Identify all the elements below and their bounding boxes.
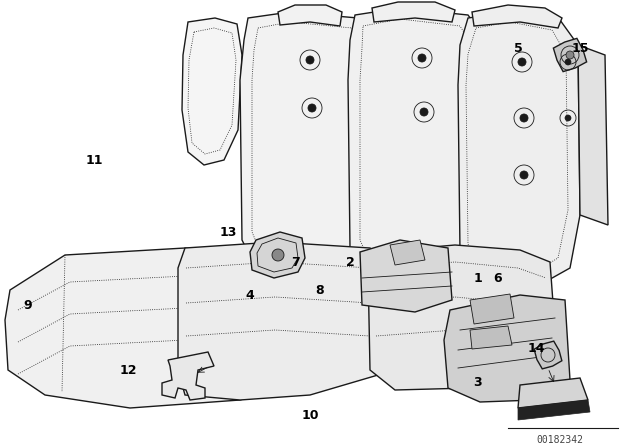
Polygon shape <box>368 245 555 390</box>
Text: 13: 13 <box>220 225 237 238</box>
Text: 15: 15 <box>572 42 589 55</box>
Circle shape <box>565 115 571 121</box>
Polygon shape <box>182 18 242 165</box>
Polygon shape <box>534 341 562 369</box>
Circle shape <box>308 104 316 112</box>
Polygon shape <box>360 240 452 312</box>
Text: 14: 14 <box>527 341 545 354</box>
Polygon shape <box>348 8 488 282</box>
Polygon shape <box>240 12 372 278</box>
Polygon shape <box>278 5 342 26</box>
Text: 12: 12 <box>119 363 137 376</box>
Polygon shape <box>5 248 330 408</box>
Text: 4: 4 <box>246 289 254 302</box>
Polygon shape <box>554 39 587 72</box>
Text: 1: 1 <box>474 271 483 284</box>
Polygon shape <box>162 352 214 400</box>
Text: 8: 8 <box>316 284 324 297</box>
Text: 5: 5 <box>514 42 522 55</box>
Text: 3: 3 <box>474 375 483 388</box>
Polygon shape <box>390 240 425 265</box>
Polygon shape <box>470 326 512 349</box>
Polygon shape <box>518 378 588 408</box>
Circle shape <box>518 58 526 66</box>
Polygon shape <box>444 295 570 402</box>
Polygon shape <box>578 45 608 225</box>
Polygon shape <box>178 242 392 400</box>
Polygon shape <box>472 5 562 28</box>
Text: 11: 11 <box>85 154 103 167</box>
Polygon shape <box>518 400 590 420</box>
Circle shape <box>566 51 574 59</box>
Polygon shape <box>470 294 514 324</box>
Text: 7: 7 <box>291 255 300 268</box>
Circle shape <box>520 171 528 179</box>
Circle shape <box>565 59 571 65</box>
Circle shape <box>272 249 284 261</box>
Text: 00182342: 00182342 <box>536 435 584 445</box>
Polygon shape <box>372 2 455 22</box>
Text: 10: 10 <box>301 409 319 422</box>
Text: 9: 9 <box>24 298 32 311</box>
Circle shape <box>520 114 528 122</box>
Polygon shape <box>458 12 580 285</box>
Circle shape <box>306 56 314 64</box>
Circle shape <box>418 54 426 62</box>
Polygon shape <box>250 232 305 278</box>
Text: 2: 2 <box>346 255 355 268</box>
Text: 6: 6 <box>493 271 502 284</box>
Circle shape <box>420 108 428 116</box>
